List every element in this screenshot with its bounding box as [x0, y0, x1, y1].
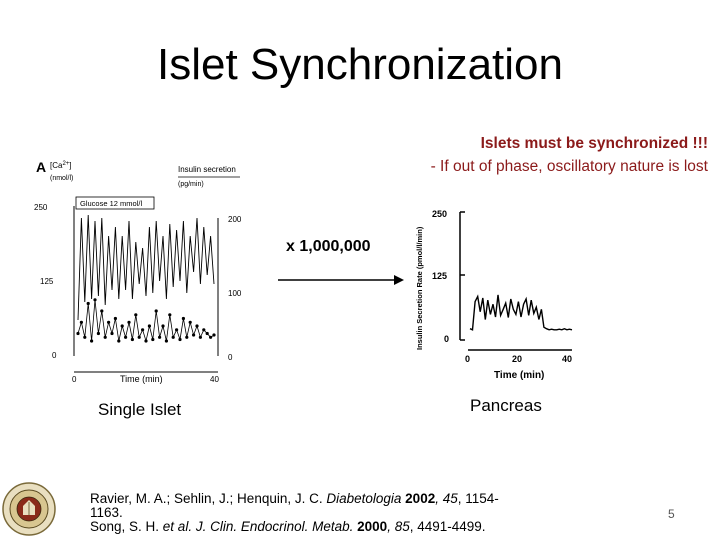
insulin-point: [181, 316, 185, 321]
pancreas-plot-area: [469, 294, 573, 331]
y-left-tick-250: 250: [34, 203, 48, 212]
insulin-point: [113, 316, 117, 321]
pancreas-y-tick-0: 0: [444, 334, 449, 344]
insulin-point: [137, 335, 141, 339]
insulin-point: [209, 335, 213, 339]
insulin-point: [195, 324, 199, 328]
callout-line-1: Islets must be synchronized !!!: [480, 135, 708, 152]
single-islet-plot-area: [76, 214, 216, 343]
insulin-point: [107, 320, 111, 324]
slide-title: Islet Synchronization: [157, 40, 563, 89]
pancreas-y-tick-125: 125: [432, 271, 447, 281]
y-left-tick-0: 0: [52, 351, 57, 360]
right-axis-label: Insulin secretion: [178, 165, 236, 174]
pancreas-y-tick-250: 250: [432, 209, 447, 219]
y-right-tick-100: 100: [228, 289, 242, 298]
glucose-box-label: Glucose 12 mmol/l: [80, 199, 142, 208]
insulin-point: [120, 324, 124, 328]
single-islet-chart: A [Ca2+] (nmol/l) Insulin secretion (pg/…: [34, 159, 242, 384]
insulin-point: [158, 335, 162, 339]
pancreas-chart: Insulin Secretion Rate (pmol/l/min) 250 …: [415, 209, 573, 381]
panel-letter: A: [36, 159, 46, 175]
synchronization-callout: Islets must be synchronized !!! - If out…: [431, 132, 708, 178]
reference-2: Song, S. H. et al. J. Clin. Endocrinol. …: [90, 519, 486, 534]
x-tick-0: 0: [72, 375, 77, 384]
insulin-point: [79, 320, 83, 324]
calcium-line: [77, 214, 215, 321]
y-left-tick-125: 125: [40, 277, 54, 286]
pancreas-y-label: Insulin Secretion Rate (pmol/l/min): [415, 226, 424, 350]
insulin-point: [171, 335, 175, 339]
insulin-point: [161, 324, 165, 328]
insulin-point: [154, 309, 158, 313]
insulin-point: [168, 313, 172, 317]
pancreas-x-tick-40: 40: [562, 354, 572, 364]
y-right-tick-200: 200: [228, 215, 242, 224]
y-right-tick-0: 0: [228, 353, 233, 362]
insulin-point: [175, 328, 179, 332]
insulin-point: [100, 309, 104, 313]
page-number: 5: [668, 507, 675, 521]
left-axis-label: [Ca2+]: [50, 161, 72, 170]
insulin-point: [202, 328, 206, 332]
arrow-right-icon: [278, 275, 404, 285]
single-islet-label: Single Islet: [98, 400, 182, 419]
insulin-point: [76, 331, 80, 336]
x-tick-40: 40: [210, 375, 219, 384]
insulin-point: [130, 337, 134, 342]
x-axis-label: Time (min): [120, 374, 163, 384]
callout-line-2: - If out of phase, oscillatory nature is…: [430, 158, 708, 175]
multiplier-label: x 1,000,000: [286, 238, 371, 255]
insulin-point: [86, 301, 90, 306]
insulin-point: [147, 324, 151, 328]
right-axis-unit: (pg/min): [178, 181, 204, 188]
insulin-point: [124, 335, 128, 339]
left-axis-unit: (nmol/l): [50, 175, 73, 182]
university-seal-icon: [2, 482, 56, 536]
insulin-point: [127, 320, 131, 324]
insulin-point: [198, 335, 202, 339]
pancreas-x-tick-20: 20: [512, 354, 522, 364]
reference-1-continuation: 1163.: [90, 505, 123, 520]
insulin-point: [110, 331, 114, 336]
insulin-point: [134, 313, 138, 317]
insulin-point: [144, 339, 148, 343]
insulin-point: [178, 337, 182, 342]
insulin-point: [192, 333, 196, 337]
insulin-point: [83, 335, 87, 339]
insulin-point: [185, 335, 189, 339]
insulin-point: [103, 335, 107, 339]
insulin-point: [151, 337, 155, 342]
insulin-point: [96, 331, 100, 336]
insulin-point: [141, 328, 145, 332]
insulin-point: [212, 333, 216, 337]
insulin-point: [117, 339, 121, 343]
insulin-point: [90, 339, 94, 343]
insulin-point: [188, 320, 192, 324]
pancreas-secretion-line: [469, 294, 573, 331]
insulin-point: [205, 331, 209, 336]
pancreas-x-label: Time (min): [494, 370, 544, 381]
insulin-point: [164, 339, 168, 343]
pancreas-label: Pancreas: [470, 396, 542, 415]
insulin-point: [93, 298, 97, 302]
glucose-box: [75, 196, 155, 210]
pancreas-x-tick-0: 0: [465, 354, 470, 364]
reference-1: Ravier, M. A.; Sehlin, J.; Henquin, J. C…: [90, 491, 499, 506]
